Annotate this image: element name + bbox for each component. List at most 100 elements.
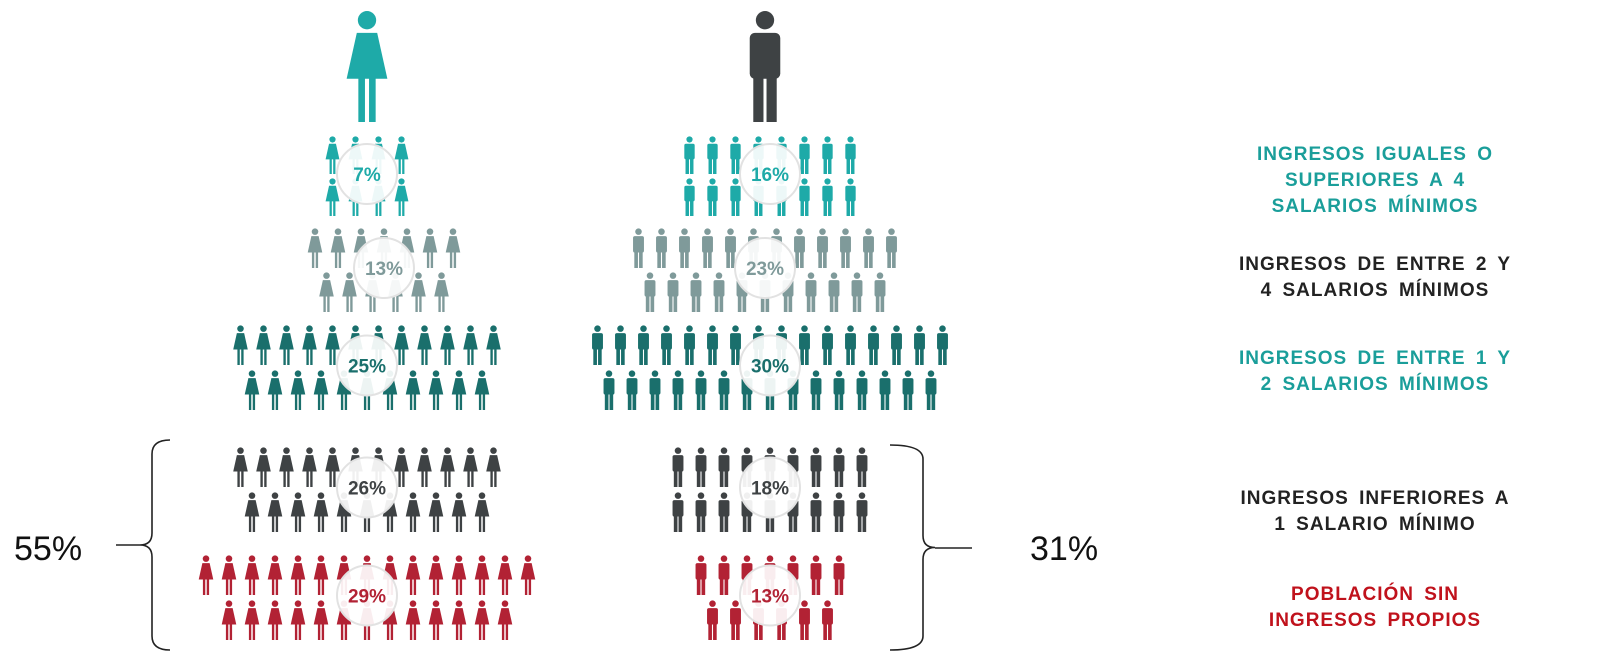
person-icon [267,492,283,532]
person-icon [330,228,346,268]
person-icon [856,492,868,532]
person-icon [799,600,810,640]
person-icon [672,492,684,532]
person-icon [805,272,817,312]
person-icon [672,447,684,487]
person-icon [497,600,513,640]
person-icon [221,555,237,595]
person-icon [840,228,851,268]
legend-item-2-line-1: INGRESOS DE ENTRE 2 Y [1238,254,1512,275]
person-icon [886,228,897,268]
person-icon [451,492,467,532]
person-icon [718,492,730,532]
person-icon [679,228,690,268]
legend-item-4-line-2: 1 SALARIO MÍNIMO [1274,514,1476,535]
person-icon [730,600,741,640]
person-icon [319,272,334,312]
men-bracket [889,444,936,651]
men-band-2: 23% [633,228,897,312]
person-icon [474,555,490,595]
person-icon [891,325,902,365]
person-icon [451,555,467,595]
man-icon [749,11,781,122]
person-icon [695,555,707,595]
women-band-5: 29% [198,555,536,640]
men-band-5: 13% [695,555,845,640]
person-icon [244,492,260,532]
person-icon [422,228,438,268]
person-icon [925,370,937,410]
person-icon [267,555,283,595]
person-icon [833,555,845,595]
person-icon [914,325,925,365]
person-icon [428,370,444,410]
person-icon [874,272,886,312]
person-icon [856,370,868,410]
person-icon [817,228,828,268]
value-bubble [336,456,398,519]
value-label: 7% [353,165,381,186]
person-icon [702,228,713,268]
person-icon [342,272,357,312]
person-icon [810,492,822,532]
person-icon [325,325,340,365]
person-icon [845,178,856,216]
value-bubble [336,334,398,397]
person-icon [417,325,432,365]
legend-item-1-line-1: INGRESOS IGUALES O [1256,144,1494,165]
person-icon [822,600,833,640]
person-icon [267,370,283,410]
person-icon [707,178,718,216]
person-icon [718,447,730,487]
women-band-4: 26% [233,447,501,532]
person-icon [879,370,891,410]
value-label: 25% [348,357,386,378]
person-icon [474,492,490,532]
person-icon [411,272,426,312]
person-icon [233,447,248,487]
person-icon [684,325,695,365]
person-icon [707,136,718,174]
person-icon [486,325,501,365]
person-icon [313,555,329,595]
person-icon [405,555,421,595]
person-icon [313,492,329,532]
person-icon [463,447,478,487]
person-icon [690,272,702,312]
value-bubble [739,143,801,205]
legend-item-1-line-2: SUPERIORES A 4 [1284,170,1466,191]
woman-icon [346,11,388,122]
person-icon [799,136,810,174]
person-icon [725,228,736,268]
person-icon [198,555,214,595]
value-label: 30% [751,357,789,378]
person-icon [313,370,329,410]
person-icon [856,447,868,487]
person-icon [684,136,695,174]
legend-item-3-line-1: INGRESOS DE ENTRE 1 Y [1238,348,1512,369]
person-icon [325,178,340,216]
value-bubble [353,237,415,299]
person-icon [434,272,449,312]
person-icon [497,555,513,595]
person-icon [713,272,725,312]
person-icon [256,325,271,365]
legend-item-2-line-2: 4 SALARIOS MÍNIMOS [1260,280,1490,301]
person-icon [290,600,306,640]
person-icon [615,325,626,365]
person-icon [661,325,672,365]
person-icon [417,447,432,487]
person-icon [451,370,467,410]
legend-item-4: INGRESOS INFERIORES A 1 SALARIO MÍNIMO [1175,486,1575,538]
person-icon [244,555,260,595]
person-icon [863,228,874,268]
person-icon [810,555,822,595]
person-icon [394,447,409,487]
person-icon [428,555,444,595]
legend-item-1: INGRESOS IGUALES O SUPERIORES A 4 SALARI… [1175,142,1575,220]
person-icon [799,178,810,216]
person-icon [325,447,340,487]
women-bracket-label: 55% [14,530,83,568]
legend-item-1-line-3: SALARIOS MÍNIMOS [1271,196,1479,217]
